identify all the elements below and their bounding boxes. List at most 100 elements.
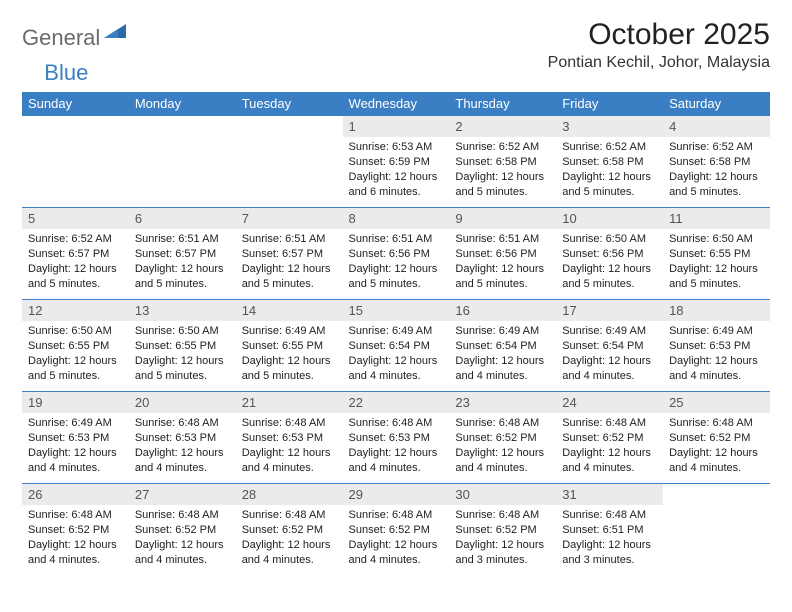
- sunrise-line: Sunrise: 6:50 AM: [28, 324, 123, 339]
- daylight-line: Daylight: 12 hours and 4 minutes.: [349, 446, 444, 476]
- sunrise-line: Sunrise: 6:49 AM: [349, 324, 444, 339]
- calendar-cell: 11Sunrise: 6:50 AMSunset: 6:55 PMDayligh…: [663, 208, 770, 300]
- calendar-cell: 9Sunrise: 6:51 AMSunset: 6:56 PMDaylight…: [449, 208, 556, 300]
- day-number: 19: [22, 392, 129, 413]
- sunrise-line: Sunrise: 6:51 AM: [135, 232, 230, 247]
- day-body: Sunrise: 6:48 AMSunset: 6:52 PMDaylight:…: [22, 505, 129, 571]
- location-text: Pontian Kechil, Johor, Malaysia: [548, 54, 770, 72]
- daylight-line: Daylight: 12 hours and 4 minutes.: [562, 354, 657, 384]
- calendar-cell: 10Sunrise: 6:50 AMSunset: 6:56 PMDayligh…: [556, 208, 663, 300]
- sunrise-line: Sunrise: 6:49 AM: [28, 416, 123, 431]
- day-header: Monday: [129, 92, 236, 116]
- daylight-line: Daylight: 12 hours and 4 minutes.: [28, 446, 123, 476]
- calendar-cell: 8Sunrise: 6:51 AMSunset: 6:56 PMDaylight…: [343, 208, 450, 300]
- calendar-cell: 21Sunrise: 6:48 AMSunset: 6:53 PMDayligh…: [236, 392, 343, 484]
- sunrise-line: Sunrise: 6:48 AM: [135, 416, 230, 431]
- calendar-cell: 18Sunrise: 6:49 AMSunset: 6:53 PMDayligh…: [663, 300, 770, 392]
- day-number: 11: [663, 208, 770, 229]
- day-number: 17: [556, 300, 663, 321]
- day-body: Sunrise: 6:48 AMSunset: 6:52 PMDaylight:…: [343, 505, 450, 571]
- daylight-line: Daylight: 12 hours and 5 minutes.: [669, 170, 764, 200]
- sunset-line: Sunset: 6:57 PM: [135, 247, 230, 262]
- page-title: October 2025: [548, 18, 770, 52]
- daylight-line: Daylight: 12 hours and 4 minutes.: [669, 354, 764, 384]
- day-body: Sunrise: 6:52 AMSunset: 6:58 PMDaylight:…: [663, 137, 770, 203]
- sunset-line: Sunset: 6:55 PM: [28, 339, 123, 354]
- sunrise-line: Sunrise: 6:52 AM: [562, 140, 657, 155]
- day-number: 31: [556, 484, 663, 505]
- day-body: Sunrise: 6:51 AMSunset: 6:57 PMDaylight:…: [129, 229, 236, 295]
- daylight-line: Daylight: 12 hours and 6 minutes.: [349, 170, 444, 200]
- daylight-line: Daylight: 12 hours and 5 minutes.: [562, 262, 657, 292]
- daylight-line: Daylight: 12 hours and 4 minutes.: [242, 538, 337, 568]
- calendar-cell: 12Sunrise: 6:50 AMSunset: 6:55 PMDayligh…: [22, 300, 129, 392]
- day-body: Sunrise: 6:49 AMSunset: 6:53 PMDaylight:…: [663, 321, 770, 387]
- calendar-row: 5Sunrise: 6:52 AMSunset: 6:57 PMDaylight…: [22, 208, 770, 300]
- daylight-line: Daylight: 12 hours and 4 minutes.: [135, 446, 230, 476]
- sunset-line: Sunset: 6:52 PM: [455, 523, 550, 538]
- sunset-line: Sunset: 6:55 PM: [135, 339, 230, 354]
- sunrise-line: Sunrise: 6:49 AM: [455, 324, 550, 339]
- day-header: Tuesday: [236, 92, 343, 116]
- day-number: 22: [343, 392, 450, 413]
- calendar-cell: 29Sunrise: 6:48 AMSunset: 6:52 PMDayligh…: [343, 484, 450, 576]
- calendar-table: SundayMondayTuesdayWednesdayThursdayFrid…: [22, 92, 770, 576]
- daylight-line: Daylight: 12 hours and 5 minutes.: [242, 354, 337, 384]
- sunset-line: Sunset: 6:55 PM: [669, 247, 764, 262]
- calendar-cell: 24Sunrise: 6:48 AMSunset: 6:52 PMDayligh…: [556, 392, 663, 484]
- sunset-line: Sunset: 6:51 PM: [562, 523, 657, 538]
- calendar-cell: 3Sunrise: 6:52 AMSunset: 6:58 PMDaylight…: [556, 116, 663, 208]
- daylight-line: Daylight: 12 hours and 5 minutes.: [28, 354, 123, 384]
- day-body: Sunrise: 6:49 AMSunset: 6:55 PMDaylight:…: [236, 321, 343, 387]
- sunrise-line: Sunrise: 6:51 AM: [349, 232, 444, 247]
- calendar-row: 1Sunrise: 6:53 AMSunset: 6:59 PMDaylight…: [22, 116, 770, 208]
- day-body: Sunrise: 6:49 AMSunset: 6:54 PMDaylight:…: [343, 321, 450, 387]
- day-number: 20: [129, 392, 236, 413]
- daylight-line: Daylight: 12 hours and 4 minutes.: [135, 538, 230, 568]
- sunset-line: Sunset: 6:53 PM: [349, 431, 444, 446]
- sunset-line: Sunset: 6:52 PM: [242, 523, 337, 538]
- day-number: 23: [449, 392, 556, 413]
- day-number: 30: [449, 484, 556, 505]
- day-number: 21: [236, 392, 343, 413]
- sunset-line: Sunset: 6:54 PM: [349, 339, 444, 354]
- calendar-body: 1Sunrise: 6:53 AMSunset: 6:59 PMDaylight…: [22, 116, 770, 576]
- sunset-line: Sunset: 6:54 PM: [455, 339, 550, 354]
- daylight-line: Daylight: 12 hours and 4 minutes.: [562, 446, 657, 476]
- sunset-line: Sunset: 6:53 PM: [242, 431, 337, 446]
- sunrise-line: Sunrise: 6:48 AM: [455, 416, 550, 431]
- day-body: Sunrise: 6:51 AMSunset: 6:57 PMDaylight:…: [236, 229, 343, 295]
- day-header: Friday: [556, 92, 663, 116]
- sunrise-line: Sunrise: 6:48 AM: [135, 508, 230, 523]
- calendar-row: 26Sunrise: 6:48 AMSunset: 6:52 PMDayligh…: [22, 484, 770, 576]
- day-body: Sunrise: 6:50 AMSunset: 6:56 PMDaylight:…: [556, 229, 663, 295]
- calendar-cell: 20Sunrise: 6:48 AMSunset: 6:53 PMDayligh…: [129, 392, 236, 484]
- sunset-line: Sunset: 6:58 PM: [455, 155, 550, 170]
- day-body: Sunrise: 6:53 AMSunset: 6:59 PMDaylight:…: [343, 137, 450, 203]
- day-body: Sunrise: 6:48 AMSunset: 6:53 PMDaylight:…: [129, 413, 236, 479]
- daylight-line: Daylight: 12 hours and 5 minutes.: [349, 262, 444, 292]
- sunrise-line: Sunrise: 6:49 AM: [669, 324, 764, 339]
- daylight-line: Daylight: 12 hours and 4 minutes.: [349, 354, 444, 384]
- day-body: Sunrise: 6:52 AMSunset: 6:57 PMDaylight:…: [22, 229, 129, 295]
- sunrise-line: Sunrise: 6:48 AM: [242, 508, 337, 523]
- day-number: 14: [236, 300, 343, 321]
- sunrise-line: Sunrise: 6:52 AM: [669, 140, 764, 155]
- logo-triangle-icon: [104, 24, 126, 43]
- day-body: Sunrise: 6:51 AMSunset: 6:56 PMDaylight:…: [449, 229, 556, 295]
- logo-text-gray: General: [22, 25, 100, 51]
- sunrise-line: Sunrise: 6:50 AM: [562, 232, 657, 247]
- day-number: 6: [129, 208, 236, 229]
- day-header: Wednesday: [343, 92, 450, 116]
- title-block: October 2025 Pontian Kechil, Johor, Mala…: [548, 18, 770, 72]
- day-number: 29: [343, 484, 450, 505]
- day-number: 28: [236, 484, 343, 505]
- calendar-cell: 16Sunrise: 6:49 AMSunset: 6:54 PMDayligh…: [449, 300, 556, 392]
- calendar-cell: 17Sunrise: 6:49 AMSunset: 6:54 PMDayligh…: [556, 300, 663, 392]
- day-body: Sunrise: 6:48 AMSunset: 6:52 PMDaylight:…: [236, 505, 343, 571]
- day-number: 24: [556, 392, 663, 413]
- day-number: 18: [663, 300, 770, 321]
- calendar-cell: 1Sunrise: 6:53 AMSunset: 6:59 PMDaylight…: [343, 116, 450, 208]
- day-body: Sunrise: 6:50 AMSunset: 6:55 PMDaylight:…: [22, 321, 129, 387]
- day-number: 1: [343, 116, 450, 137]
